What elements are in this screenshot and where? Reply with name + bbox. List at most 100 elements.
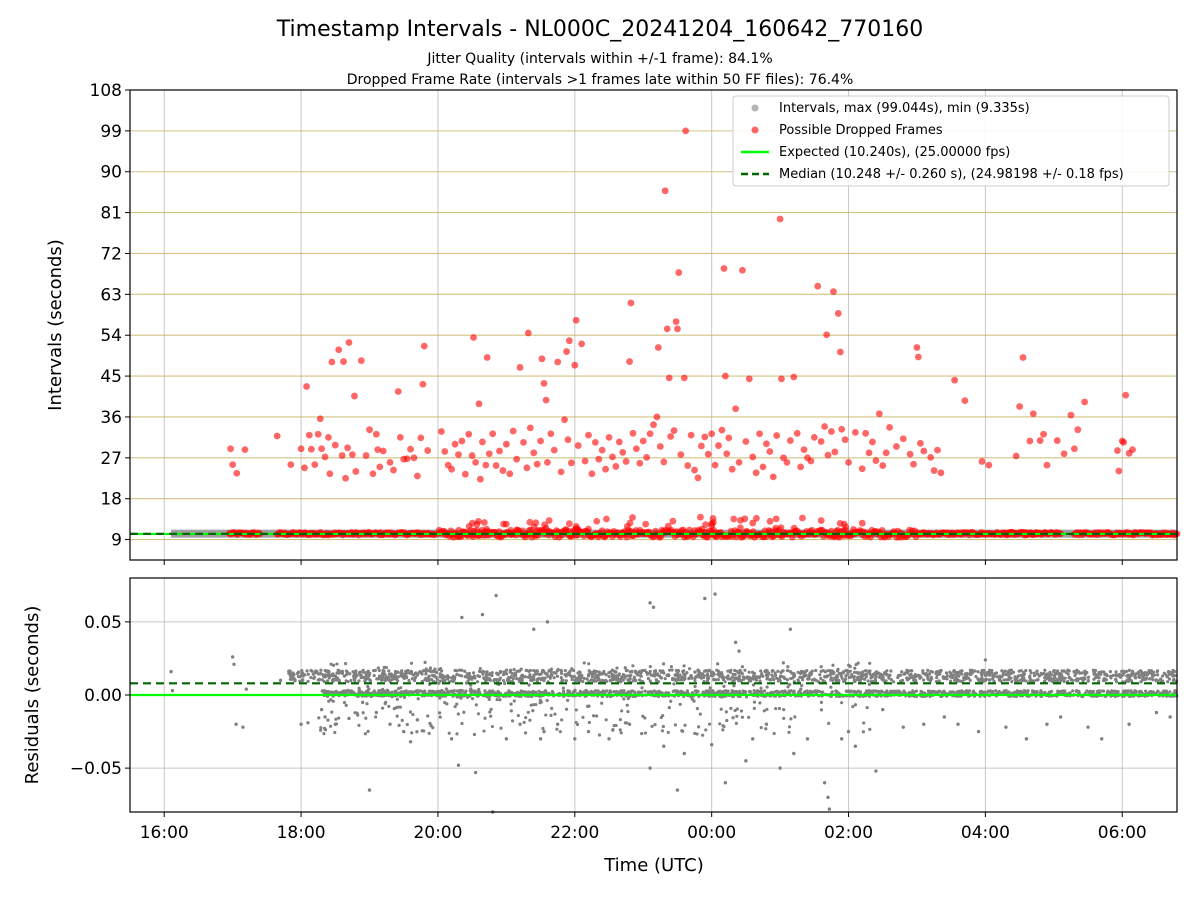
dropped-frame-point	[593, 517, 601, 525]
residual-point	[1019, 669, 1023, 673]
residual-point	[819, 708, 824, 712]
dropped-frame-outlier	[684, 462, 692, 469]
dropped-frame-outlier	[653, 413, 661, 421]
dropped-frame-outlier	[297, 445, 305, 453]
residual-point	[752, 689, 756, 693]
residual-point	[929, 689, 933, 694]
residual-point	[899, 679, 903, 683]
residual-point	[1164, 691, 1169, 695]
dropped-frame-outlier	[366, 426, 373, 434]
residual-point	[855, 677, 860, 682]
dropped-frame-outlier	[677, 451, 685, 459]
residual-outlier	[232, 662, 236, 666]
dropped-frame-outlier	[369, 470, 377, 478]
residual-point	[523, 731, 528, 735]
residual-outlier	[323, 715, 327, 719]
residual-point	[787, 725, 792, 729]
residual-point	[550, 706, 554, 710]
residual-point	[600, 672, 605, 676]
residual-point	[670, 668, 674, 672]
residual-point	[853, 703, 858, 707]
residual-point	[874, 674, 878, 678]
residual-point	[455, 702, 459, 706]
dropped-frame-outlier	[420, 342, 428, 350]
residual-point	[682, 664, 686, 668]
residual-point	[759, 669, 763, 673]
residual-point	[669, 699, 673, 703]
residual-point	[929, 675, 933, 679]
residual-point	[544, 691, 548, 695]
residual-point	[549, 670, 553, 674]
residual-point	[439, 675, 444, 679]
residual-point	[919, 675, 923, 679]
residual-point	[474, 703, 478, 707]
residual-point	[453, 668, 457, 673]
residual-point	[337, 691, 341, 695]
residual-point	[829, 676, 833, 680]
residual-point	[739, 709, 744, 713]
dropped-frame-outlier	[441, 448, 449, 455]
residual-outlier	[408, 740, 413, 744]
residual-point	[451, 689, 455, 693]
residual-point	[1111, 673, 1115, 678]
residual-point	[716, 662, 720, 666]
residual-point	[982, 668, 986, 672]
residual-point	[327, 699, 331, 703]
residual-point	[1075, 677, 1079, 681]
residual-outlier	[922, 722, 926, 726]
residual-point	[723, 691, 727, 695]
residual-point	[475, 680, 480, 684]
residual-point	[697, 725, 701, 729]
residual-point	[840, 701, 844, 705]
dropped-frame-outlier	[961, 397, 969, 405]
residual-point	[552, 676, 556, 680]
residual-point	[1151, 690, 1155, 694]
residual-point	[780, 689, 784, 693]
residual-point	[646, 690, 650, 694]
residual-point	[776, 669, 780, 673]
residual-point	[707, 722, 712, 726]
residual-point	[612, 673, 616, 677]
dropped-frame-outlier	[605, 433, 613, 441]
residual-point	[716, 669, 721, 673]
residual-point	[818, 673, 822, 677]
residual-point	[614, 723, 618, 728]
residual-point	[600, 701, 604, 705]
residual-point	[780, 675, 784, 679]
dropped-frame-outlier	[1074, 426, 1082, 434]
residual-point	[447, 731, 451, 735]
dropped-frame-point	[623, 533, 631, 541]
residual-point	[777, 706, 782, 711]
residual-point	[749, 676, 754, 681]
residual-point	[380, 678, 384, 682]
residual-point	[548, 675, 552, 679]
dropped-frame-outlier	[557, 468, 565, 476]
residual-point	[465, 672, 469, 676]
dropped-frame-outlier	[665, 374, 673, 382]
residual-point	[957, 679, 961, 683]
residual-point	[385, 688, 389, 692]
residual-point	[491, 689, 495, 693]
dropped-frame-point	[598, 527, 606, 535]
residual-point	[709, 670, 713, 675]
residual-point	[800, 684, 804, 688]
residual-point	[1080, 671, 1084, 675]
dropped-frame-outlier	[745, 375, 753, 383]
residual-point	[306, 679, 310, 684]
residual-point	[640, 686, 644, 690]
residual-point	[1112, 689, 1117, 693]
residual-point	[586, 674, 591, 678]
residual-point	[704, 728, 708, 732]
residual-point	[1144, 676, 1149, 680]
dropped-frame-point	[585, 525, 592, 533]
residual-point	[610, 668, 614, 672]
dropped-frame-point	[565, 520, 573, 528]
residual-point	[849, 689, 853, 694]
residual-point	[591, 714, 596, 718]
residual-point	[512, 674, 516, 678]
residual-point	[332, 663, 336, 667]
residual-point	[511, 677, 515, 681]
residual-point	[554, 671, 558, 675]
dropped-frame-outlier	[338, 452, 346, 459]
residual-point	[404, 689, 408, 693]
